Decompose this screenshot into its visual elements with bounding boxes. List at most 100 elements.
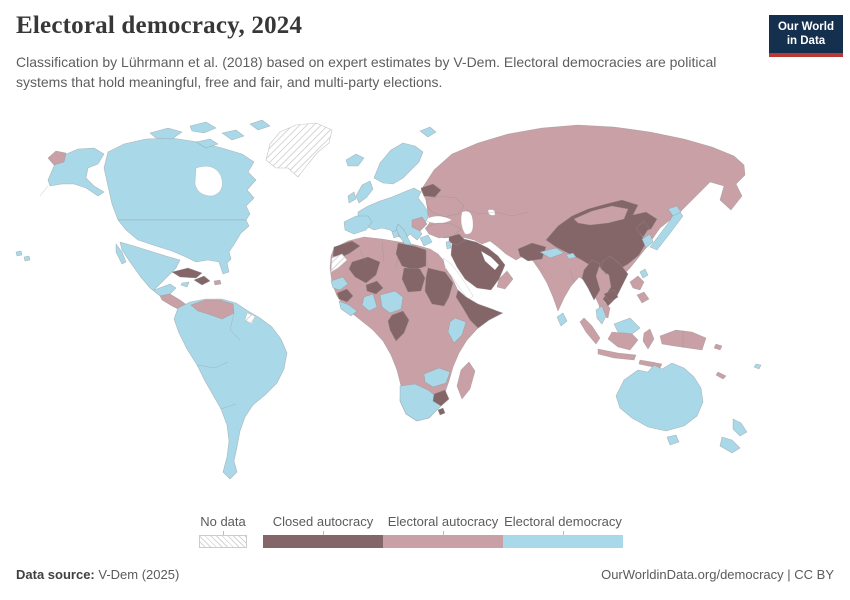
- region-burkina-faso[interactable]: [365, 280, 384, 295]
- legend-electoral-autocracy-swatch[interactable]: [383, 535, 503, 548]
- region-nigeria[interactable]: [379, 290, 404, 314]
- region-new-zealand-north[interactable]: [732, 418, 748, 437]
- legend-no-data-label: No data: [200, 514, 246, 529]
- region-southern-africa[interactable]: [399, 383, 442, 422]
- region-hawaii[interactable]: [23, 255, 31, 262]
- region-madagascar[interactable]: [456, 361, 476, 400]
- region-arctic-islands[interactable]: [149, 127, 183, 140]
- legend-closed-autocracy-swatch[interactable]: [263, 535, 383, 548]
- region-iberia[interactable]: [343, 215, 373, 235]
- region-kenya[interactable]: [447, 317, 467, 344]
- page-subtitle: Classification by Lührmann et al. (2018)…: [16, 54, 717, 91]
- region-java[interactable]: [597, 348, 637, 361]
- region-sudan[interactable]: [424, 267, 454, 307]
- region-sumatra[interactable]: [579, 317, 601, 345]
- region-arctic-islands[interactable]: [195, 138, 219, 149]
- region-iceland[interactable]: [345, 153, 365, 167]
- region-belarus[interactable]: [420, 183, 442, 198]
- region-eswatini[interactable]: [437, 407, 446, 416]
- legend-no-data-swatch[interactable]: [199, 535, 247, 548]
- region-senegal[interactable]: [330, 276, 349, 291]
- region-united-kingdom[interactable]: [355, 180, 374, 204]
- region-cambodia[interactable]: [603, 289, 619, 303]
- region-greenland[interactable]: [265, 122, 333, 178]
- region-philippines[interactable]: [629, 275, 645, 291]
- region-philippines[interactable]: [636, 291, 650, 304]
- region-turkey[interactable]: [424, 222, 462, 239]
- region-cuba[interactable]: [171, 267, 203, 279]
- license-link[interactable]: CC BY: [794, 567, 834, 582]
- region-new-caledonia[interactable]: [715, 371, 727, 380]
- region-oman[interactable]: [496, 270, 514, 290]
- region-cameroon-gabon[interactable]: [387, 310, 410, 342]
- region-nepal[interactable]: [539, 247, 565, 259]
- caspian-sea: [460, 210, 474, 235]
- region-kalimantan[interactable]: [607, 331, 639, 351]
- region-tasmania[interactable]: [666, 434, 680, 446]
- region-arctic-islands[interactable]: [221, 129, 245, 141]
- region-sri-lanka[interactable]: [556, 312, 568, 327]
- region-sierra-leone-liberia[interactable]: [338, 300, 358, 317]
- region-north-korea[interactable]: [635, 220, 650, 238]
- legend-electoral-democracy-swatch[interactable]: [503, 535, 623, 548]
- region-chad[interactable]: [401, 267, 426, 293]
- region-arctic-islands[interactable]: [249, 119, 271, 131]
- region-ghana[interactable]: [361, 293, 378, 312]
- region-ireland[interactable]: [347, 191, 357, 204]
- region-mexico[interactable]: [119, 241, 181, 297]
- region-south-america[interactable]: [173, 298, 288, 480]
- region-chukotka[interactable]: [47, 150, 67, 166]
- region-morocco[interactable]: [332, 240, 361, 259]
- region-taiwan[interactable]: [639, 268, 649, 279]
- region-svalbard[interactable]: [419, 126, 437, 138]
- region-hokkaido[interactable]: [667, 205, 682, 217]
- region-guinea[interactable]: [336, 288, 354, 303]
- region-new-zealand-south[interactable]: [719, 436, 741, 454]
- region-jamaica[interactable]: [180, 281, 190, 288]
- region-malaysia-borneo[interactable]: [613, 317, 641, 335]
- region-baja-california[interactable]: [115, 243, 127, 265]
- region-israel[interactable]: [445, 240, 452, 250]
- footer-right: OurWorldinData.org/democracy | CC BY: [601, 567, 834, 582]
- region-solomon-islands[interactable]: [713, 343, 723, 351]
- region-hawaii[interactable]: [15, 250, 23, 257]
- region-malaysia-peninsula[interactable]: [595, 305, 607, 325]
- region-greece[interactable]: [419, 234, 433, 247]
- region-scandinavia[interactable]: [373, 142, 424, 185]
- region-japan[interactable]: [649, 210, 684, 251]
- region-myanmar[interactable]: [581, 259, 601, 301]
- region-sulawesi[interactable]: [642, 328, 655, 350]
- region-ukraine[interactable]: [425, 195, 465, 218]
- region-libya[interactable]: [395, 242, 427, 271]
- region-zambia-malawi[interactable]: [423, 367, 451, 388]
- region-united-states[interactable]: [117, 219, 250, 275]
- region-hispaniola[interactable]: [193, 275, 211, 286]
- legend-tick: [222, 531, 224, 535]
- region-french-guiana[interactable]: [244, 312, 256, 325]
- chart-footer: Data source: V-Dem (2025) OurWorldinData…: [16, 567, 834, 582]
- region-afghanistan[interactable]: [517, 242, 547, 262]
- region-arctic-islands[interactable]: [189, 121, 217, 134]
- region-sardinia[interactable]: [391, 229, 400, 239]
- region-bhutan[interactable]: [565, 252, 577, 260]
- region-zimbabwe[interactable]: [432, 389, 450, 407]
- legend-electoral-democracy-label: Electoral democracy: [504, 514, 622, 529]
- owid-logo-line2: in Data: [786, 35, 826, 48]
- region-puerto-rico[interactable]: [213, 279, 222, 286]
- data-source-label: Data source:: [16, 567, 95, 582]
- legend-closed-autocracy: Closed autocracy: [263, 514, 383, 548]
- owid-logo[interactable]: Our World in Data: [769, 15, 843, 57]
- legend-electoral-democracy: Electoral democracy: [503, 514, 623, 548]
- region-mali[interactable]: [348, 256, 381, 284]
- region-western-sahara[interactable]: [330, 253, 348, 273]
- region-south-korea[interactable]: [641, 233, 654, 249]
- region-horn-of-africa[interactable]: [455, 289, 503, 329]
- owid-url-link[interactable]: OurWorldinData.org/democracy: [601, 567, 784, 582]
- region-mongolia[interactable]: [573, 205, 629, 226]
- region-australia[interactable]: [615, 362, 704, 432]
- region-hungary-serbia[interactable]: [411, 216, 428, 232]
- legend-tick: [322, 531, 324, 535]
- region-canada[interactable]: [103, 137, 257, 221]
- region-fiji[interactable]: [753, 363, 762, 370]
- region-lesser-sunda[interactable]: [638, 359, 663, 369]
